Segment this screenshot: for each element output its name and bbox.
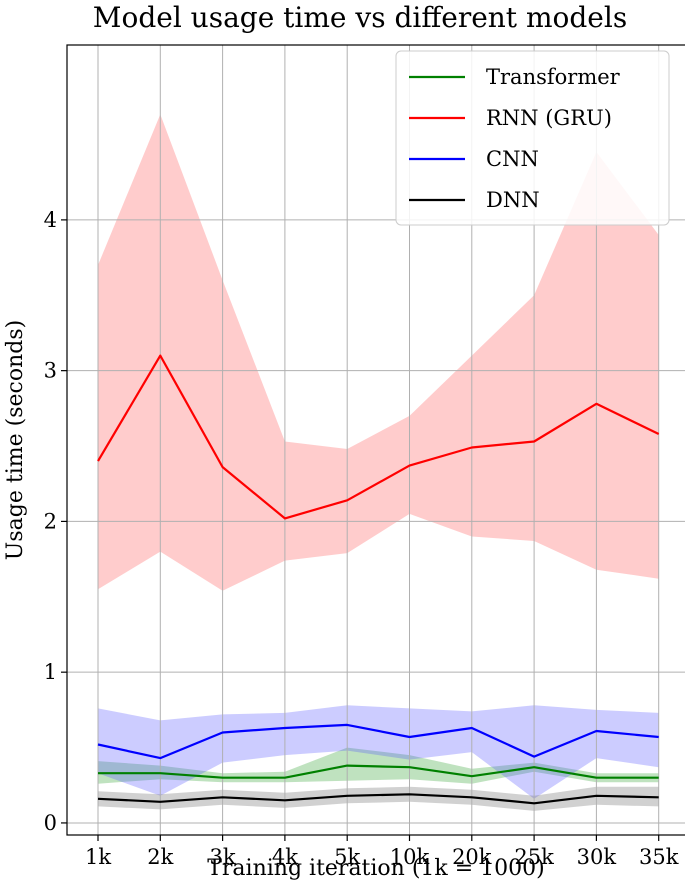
confidence-bands (98, 114, 659, 811)
series-lines (97, 354, 660, 805)
band-2 (98, 705, 659, 799)
y-tick-label: 3 (44, 359, 57, 383)
x-tick-label: 4k (272, 845, 298, 869)
legend-label: RNN (GRU) (486, 106, 612, 130)
band-1 (98, 114, 659, 591)
x-tick-label: 30k (577, 845, 617, 869)
x-tick-label: 20k (452, 845, 492, 869)
line-transformer (98, 764, 659, 779)
line-dnn (97, 793, 659, 805)
chart-title: Model usage time vs different models (93, 1, 627, 34)
line-rnn-gru (97, 354, 660, 520)
band-3 (98, 786, 659, 811)
x-tick-label: 35k (639, 845, 679, 869)
x-axis-label: Training iteration (1k = 1000) (207, 856, 545, 881)
y-axis-label: Usage time (seconds) (3, 320, 28, 560)
legend: Transformer RNN (GRU) CNN DNN (395, 50, 670, 226)
x-tick-label: 3k (210, 845, 236, 869)
y-tick-label: 4 (44, 208, 57, 232)
y-tick-label: 2 (44, 509, 57, 533)
legend-box (395, 50, 670, 226)
x-tick-label: 1k (85, 845, 111, 869)
x-tick-label: 2k (147, 845, 173, 869)
legend-label: DNN (486, 188, 540, 212)
legend-label: Transformer (486, 65, 621, 89)
line-cnn (97, 723, 659, 760)
y-tick-label: 0 (44, 811, 57, 835)
y-tick-label: 1 (44, 660, 57, 684)
x-axis-ticks: 1k 2k 3k 4k 5k 10k 20k 25k 30k 35k (85, 835, 679, 869)
y-axis-ticks: 0 1 2 3 4 (44, 208, 67, 835)
x-tick-label: 10k (390, 845, 430, 869)
legend-label: CNN (486, 147, 539, 171)
x-tick-label: 5k (334, 845, 360, 869)
x-tick-label: 25k (514, 845, 554, 869)
plot-frame (66, 44, 685, 836)
